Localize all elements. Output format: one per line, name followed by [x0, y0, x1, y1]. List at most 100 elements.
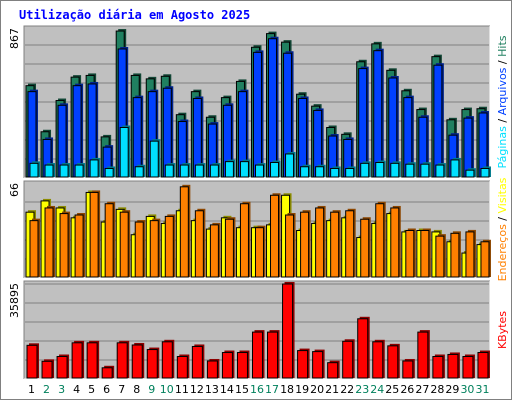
bar-pages-day-2-face [44, 164, 54, 178]
bar-pages-day-15 [239, 159, 251, 178]
bar-kbytes-day-14 [221, 350, 235, 379]
bar-files-day-16-face [252, 51, 262, 178]
bar-sites-day-1-face [29, 220, 39, 278]
bar-sites-day-8 [134, 220, 146, 278]
bar-sites-day-4-face [74, 214, 84, 278]
bar-pages-day-1 [29, 161, 40, 178]
bar-sites-day-3 [59, 211, 71, 278]
bar-pages-day-10-face [164, 164, 174, 178]
bar-pages-day-9 [149, 139, 161, 178]
day-label: 11 [175, 383, 189, 396]
bar-sites-day-9 [149, 218, 161, 278]
bar-pages-day-16-face [254, 164, 264, 178]
bar-sites-day-26 [405, 228, 416, 278]
bar-sites-day-22-face [345, 210, 355, 278]
day-label: 1 [28, 383, 35, 396]
bar-pages-day-3-face [59, 164, 69, 178]
day-label: 25 [385, 383, 399, 396]
bar-sites-day-25-face [390, 207, 400, 278]
bar-kbytes-day-8-face [131, 344, 143, 379]
bar-files-day-28-face [433, 64, 443, 178]
bar-sites-day-17-face [270, 194, 280, 278]
day-label: 12 [190, 383, 204, 396]
bar-kbytes-day-4 [71, 340, 85, 379]
day-label: 9 [148, 383, 155, 396]
bar-sites-day-29 [450, 231, 461, 278]
day-label: 2 [43, 383, 50, 396]
bar-pages-day-29-face [450, 159, 460, 178]
bar-pages-day-11 [179, 163, 191, 178]
bar-sites-day-23 [360, 217, 371, 278]
day-label: 20 [310, 383, 324, 396]
bar-pages-day-20 [315, 164, 326, 178]
bar-pages-day-11-face [179, 164, 189, 178]
chart-title: Utilização diária em Agosto 2025 [19, 8, 251, 22]
bar-kbytes-day-31 [477, 350, 490, 379]
bar-kbytes-day-23 [357, 316, 370, 379]
bar-pages-day-1-face [29, 162, 39, 178]
bar-pages-day-18-face [285, 153, 295, 178]
bar-kbytes-day-23-face [357, 318, 369, 379]
bar-pages-day-3 [59, 163, 71, 178]
bar-sites-day-19-face [300, 211, 310, 278]
bar-sites-day-14-face [224, 218, 234, 278]
bar-sites-day-2-face [44, 207, 54, 278]
bar-kbytes-day-13 [206, 358, 220, 379]
bar-sites-day-11 [179, 184, 191, 278]
bar-pages-day-6-face [104, 167, 114, 178]
bar-kbytes-day-19 [297, 348, 310, 379]
visits-panel-legend-item: Endereços [496, 224, 509, 281]
bar-sites-day-1 [29, 218, 40, 278]
bar-sites-day-22 [345, 208, 356, 278]
bar-files-day-16 [252, 50, 264, 178]
bar-kbytes-day-31-face [477, 352, 489, 379]
bar-sites-day-24 [375, 201, 386, 278]
bar-pages-day-22 [345, 166, 356, 178]
bar-sites-day-13-face [209, 224, 219, 278]
day-label: 16 [250, 383, 264, 396]
bar-files-day-17-face [268, 38, 278, 178]
bar-pages-day-10 [164, 163, 176, 178]
bar-kbytes-day-24 [372, 339, 385, 379]
day-label: 4 [73, 383, 80, 396]
bar-kbytes-day-2-face [41, 360, 53, 379]
bar-sites-day-18-face [285, 214, 295, 278]
bar-pages-day-29 [450, 157, 461, 178]
bar-kbytes-day-6 [101, 365, 115, 379]
bar-kbytes-day-5 [86, 340, 100, 379]
bar-pages-day-26 [405, 162, 416, 178]
bar-sites-day-12-face [194, 210, 204, 278]
day-label: 31 [475, 383, 489, 396]
kbytes-panel-bevel-light [24, 281, 491, 380]
bar-pages-day-4-face [74, 164, 84, 178]
bar-kbytes-day-27-face [417, 331, 429, 379]
day-label: 13 [205, 383, 219, 396]
hits-panel-legend-item: Hits [496, 35, 509, 57]
bar-pages-day-28-face [435, 164, 445, 178]
day-label: 5 [88, 383, 95, 396]
day-label: 22 [340, 383, 354, 396]
bar-pages-day-24-face [375, 161, 385, 178]
bar-kbytes-day-9 [146, 347, 160, 379]
bar-sites-day-21-face [330, 211, 340, 278]
bar-pages-day-25 [390, 161, 401, 178]
bar-kbytes-day-4-face [71, 342, 83, 379]
bar-pages-day-30-face [465, 169, 475, 178]
visits-panel-legend-separator: / [496, 213, 509, 224]
bar-pages-day-12 [194, 163, 206, 178]
bar-files-day-17 [268, 36, 279, 178]
bar-pages-day-12-face [194, 164, 204, 178]
visits-panel-bevel [23, 180, 491, 279]
bar-pages-day-14-face [224, 161, 234, 178]
bar-files-day-4 [72, 83, 84, 178]
bar-kbytes-day-6-face [101, 367, 113, 379]
bar-kbytes-day-3-face [56, 356, 68, 379]
bar-kbytes-day-17 [267, 330, 280, 379]
bar-files-day-24 [373, 48, 384, 178]
bar-kbytes-day-21 [327, 360, 340, 379]
bar-pages-day-18 [285, 151, 296, 178]
visits-panel-bevel-light [24, 181, 491, 279]
day-label: 10 [160, 383, 174, 396]
bar-files-day-30-face [463, 117, 473, 178]
day-label: 18 [280, 383, 294, 396]
